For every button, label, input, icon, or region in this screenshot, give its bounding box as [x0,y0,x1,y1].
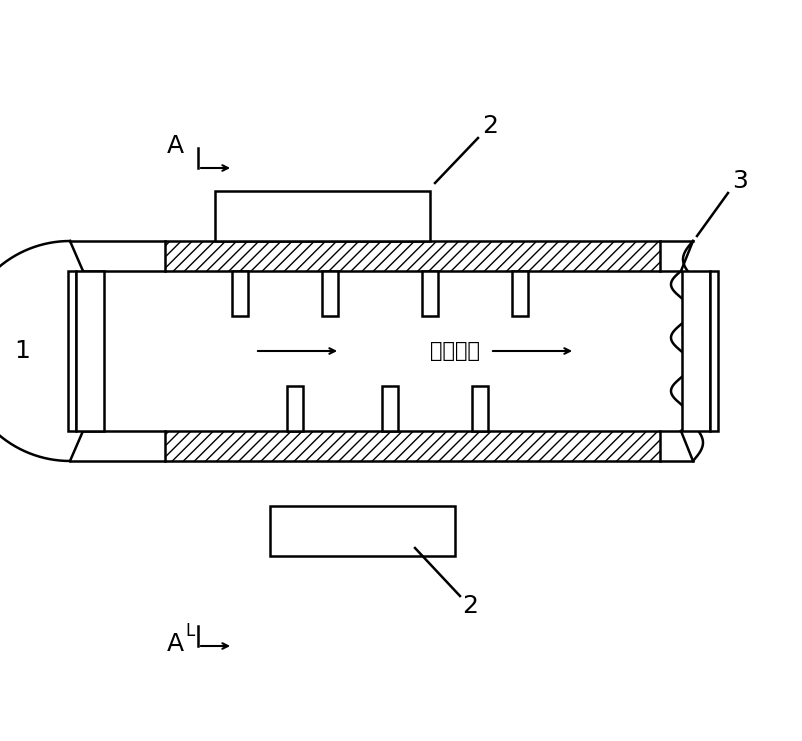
Bar [215,191,430,241]
Bar [382,386,398,431]
Bar [270,506,455,556]
Bar [512,271,528,316]
Bar [68,271,76,431]
Text: 2: 2 [482,114,498,138]
Bar [165,241,660,271]
Text: A: A [167,632,184,656]
Text: 流动蕊汁: 流动蕊汁 [430,341,480,361]
Bar [682,271,710,431]
Text: 3: 3 [732,169,748,193]
Text: 2: 2 [462,594,478,618]
Bar [232,271,248,316]
Text: 1: 1 [14,339,30,363]
Bar [165,431,660,461]
Text: L: L [185,622,195,640]
Bar [710,271,718,431]
Bar [76,271,104,431]
Bar [287,386,303,431]
Bar [472,386,488,431]
Bar [422,271,438,316]
Bar [322,271,338,316]
Text: A: A [167,134,184,158]
